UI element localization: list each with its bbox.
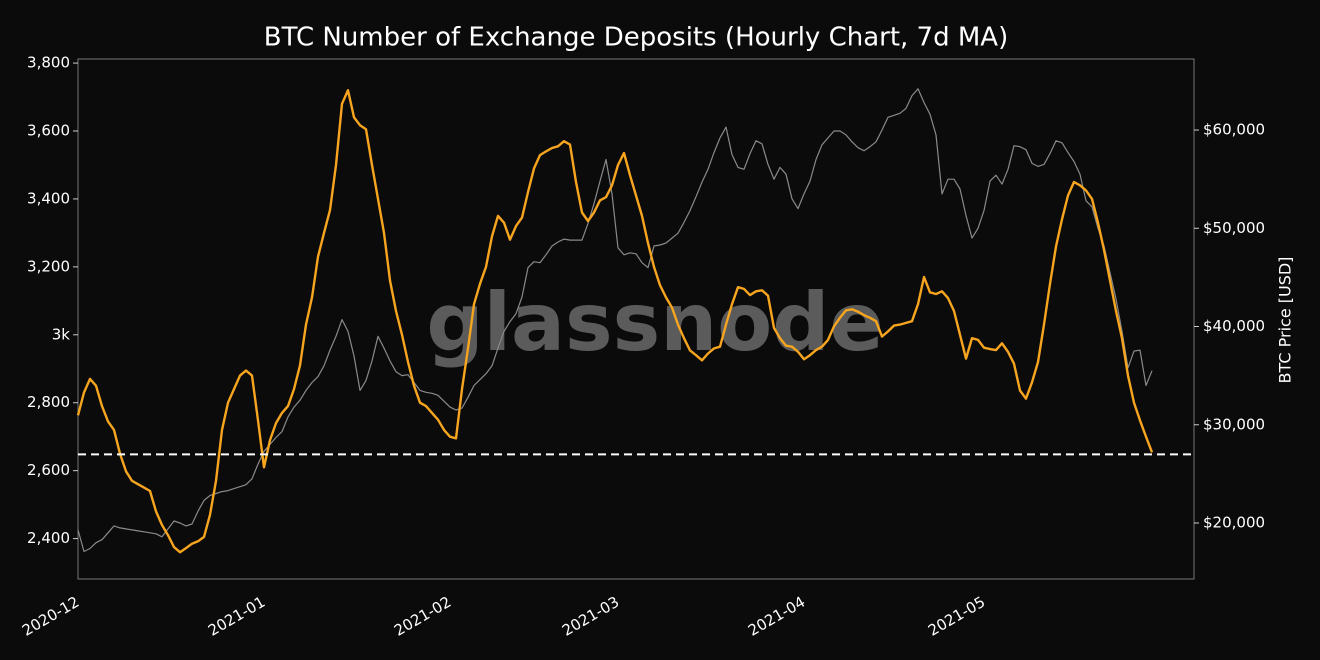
y2-tick-label: $50,000 <box>1203 219 1265 237</box>
y-tick-label: 2,600 <box>27 461 70 479</box>
y2-axis-label: BTC Price [USD] <box>1276 257 1295 384</box>
y2-tick-label: $40,000 <box>1203 317 1265 335</box>
series-line <box>76 89 1154 554</box>
series-line <box>77 88 1153 553</box>
y-tick-label: 3,400 <box>27 189 70 207</box>
chart-title: BTC Number of Exchange Deposits (Hourly … <box>264 23 1008 53</box>
y-tick-label: 3,800 <box>27 54 70 72</box>
y-tick-label: 2,800 <box>27 393 70 411</box>
y2-tick-label: $60,000 <box>1203 121 1265 139</box>
plot-frame <box>77 58 1195 580</box>
watermark: glassnode <box>426 276 883 369</box>
y2-tick-label: $30,000 <box>1203 415 1265 433</box>
y-tick-label: 2,400 <box>27 529 70 547</box>
y-tick-label: 3k <box>52 325 71 343</box>
y2-tick-label: $20,000 <box>1203 514 1265 532</box>
y-tick-label: 3,200 <box>27 257 70 275</box>
y-tick-label: 3,600 <box>27 122 70 140</box>
